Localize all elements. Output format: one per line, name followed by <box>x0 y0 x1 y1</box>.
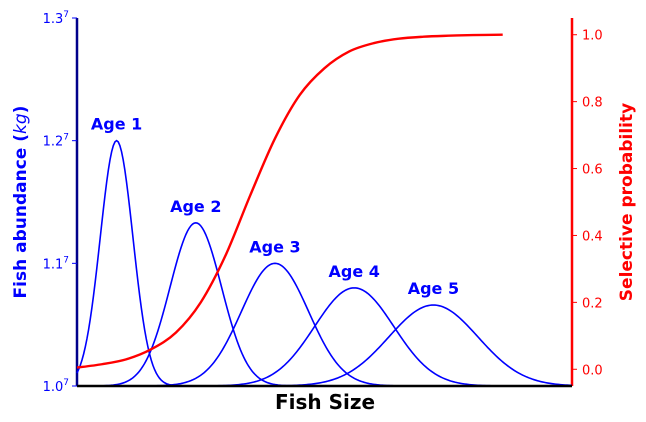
y-left-tick-label: 1.37 <box>43 10 69 27</box>
selectivity-curve <box>76 33 503 369</box>
age-labels: Age 1 Age 2 Age 3 Age 4 Age 5 <box>91 115 459 298</box>
y-right-tick-label: 0.6 <box>582 163 603 178</box>
age-curve-3 <box>77 262 572 387</box>
age-label-1: Age 1 <box>91 115 142 134</box>
selectivity-series <box>76 33 503 369</box>
y-right-tick-label: 1.0 <box>582 29 603 44</box>
y-right-tick-label: 0.4 <box>582 229 603 244</box>
age-label-4: Age 4 <box>329 262 380 281</box>
y-axis-right-label: Selective probability <box>617 103 637 301</box>
y-right-tick-label: 0.0 <box>582 363 603 378</box>
age-label-2: Age 2 <box>170 197 221 216</box>
y-right-tick-label: 0.2 <box>582 296 603 311</box>
y-right-tick-label: 0.8 <box>582 96 603 111</box>
right-axis: 0.0 0.2 0.4 0.6 0.8 1.0 <box>570 18 603 386</box>
left-axis: 1.07 1.17 1.27 1.37 <box>43 10 79 395</box>
y-left-tick-label: 1.07 <box>43 378 69 395</box>
y-axis-left-label: Fish abundance (kg) <box>11 106 31 299</box>
age-label-3: Age 3 <box>249 237 300 256</box>
age-label-5: Age 5 <box>408 279 459 298</box>
age-curve-4 <box>77 287 572 387</box>
x-axis-label: Fish Size <box>275 390 375 414</box>
y-left-tick-label: 1.17 <box>43 255 69 272</box>
y-left-tick-label: 1.27 <box>43 133 69 150</box>
